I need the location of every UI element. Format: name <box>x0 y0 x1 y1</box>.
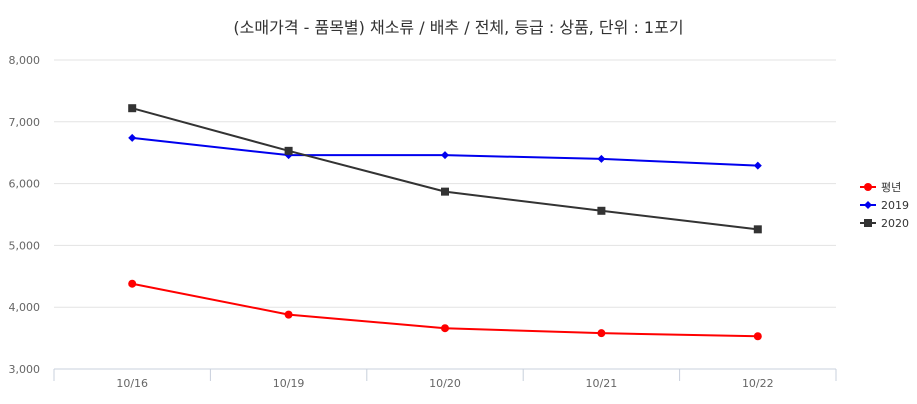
data-point <box>284 310 293 319</box>
x-tick-label: 10/19 <box>273 377 305 390</box>
legend[interactable]: 평년 2019 2020 <box>860 181 909 230</box>
data-point <box>753 161 762 170</box>
legend-item[interactable]: 평년 <box>860 181 901 194</box>
x-tick-label: 10/20 <box>429 377 461 390</box>
data-point <box>128 279 137 288</box>
legend-marker <box>864 219 872 227</box>
data-point <box>128 133 137 142</box>
legend-label: 2019 <box>881 199 909 212</box>
y-tick-label: 8,000 <box>9 54 41 67</box>
data-point <box>284 146 293 155</box>
data-point <box>441 324 449 333</box>
y-tick-label: 7,000 <box>9 116 41 129</box>
series-2 <box>128 133 762 170</box>
data-point <box>597 329 606 338</box>
chart-title: (소매가격 - 품목별) 채소류 / 배추 / 전체, 등급 : 상품, 단위 … <box>233 18 684 37</box>
legend-label: 평년 <box>881 181 901 194</box>
gridlines <box>54 59 836 308</box>
series-1 <box>128 279 762 341</box>
data-point <box>441 187 449 196</box>
data-point <box>597 154 606 163</box>
x-tick-label: 10/16 <box>116 377 148 390</box>
x-axis <box>53 368 837 381</box>
series-3 <box>128 104 762 234</box>
data-point <box>753 225 762 234</box>
x-tick-label: 10/22 <box>742 377 774 390</box>
data-point <box>128 104 137 113</box>
legend-item[interactable]: 2019 <box>860 199 909 212</box>
data-point <box>753 332 762 341</box>
legend-item[interactable]: 2020 <box>860 217 909 230</box>
x-tick-labels: 10/16 10/19 10/20 10/21 10/22 <box>116 377 773 390</box>
legend-marker <box>864 201 872 209</box>
y-tick-label: 4,000 <box>9 301 41 314</box>
x-tick-label: 10/21 <box>586 377 618 390</box>
y-tick-label: 3,000 <box>9 363 41 376</box>
data-point <box>441 151 449 160</box>
series-lines <box>128 104 762 341</box>
legend-label: 2020 <box>881 217 909 230</box>
data-point <box>597 206 606 215</box>
legend-marker <box>864 183 872 191</box>
y-tick-label: 5,000 <box>9 239 41 252</box>
series-line <box>131 107 758 231</box>
y-tick-label: 6,000 <box>9 178 41 191</box>
y-axis: 3,000 4,000 5,000 6,000 7,000 8,000 <box>9 54 41 376</box>
